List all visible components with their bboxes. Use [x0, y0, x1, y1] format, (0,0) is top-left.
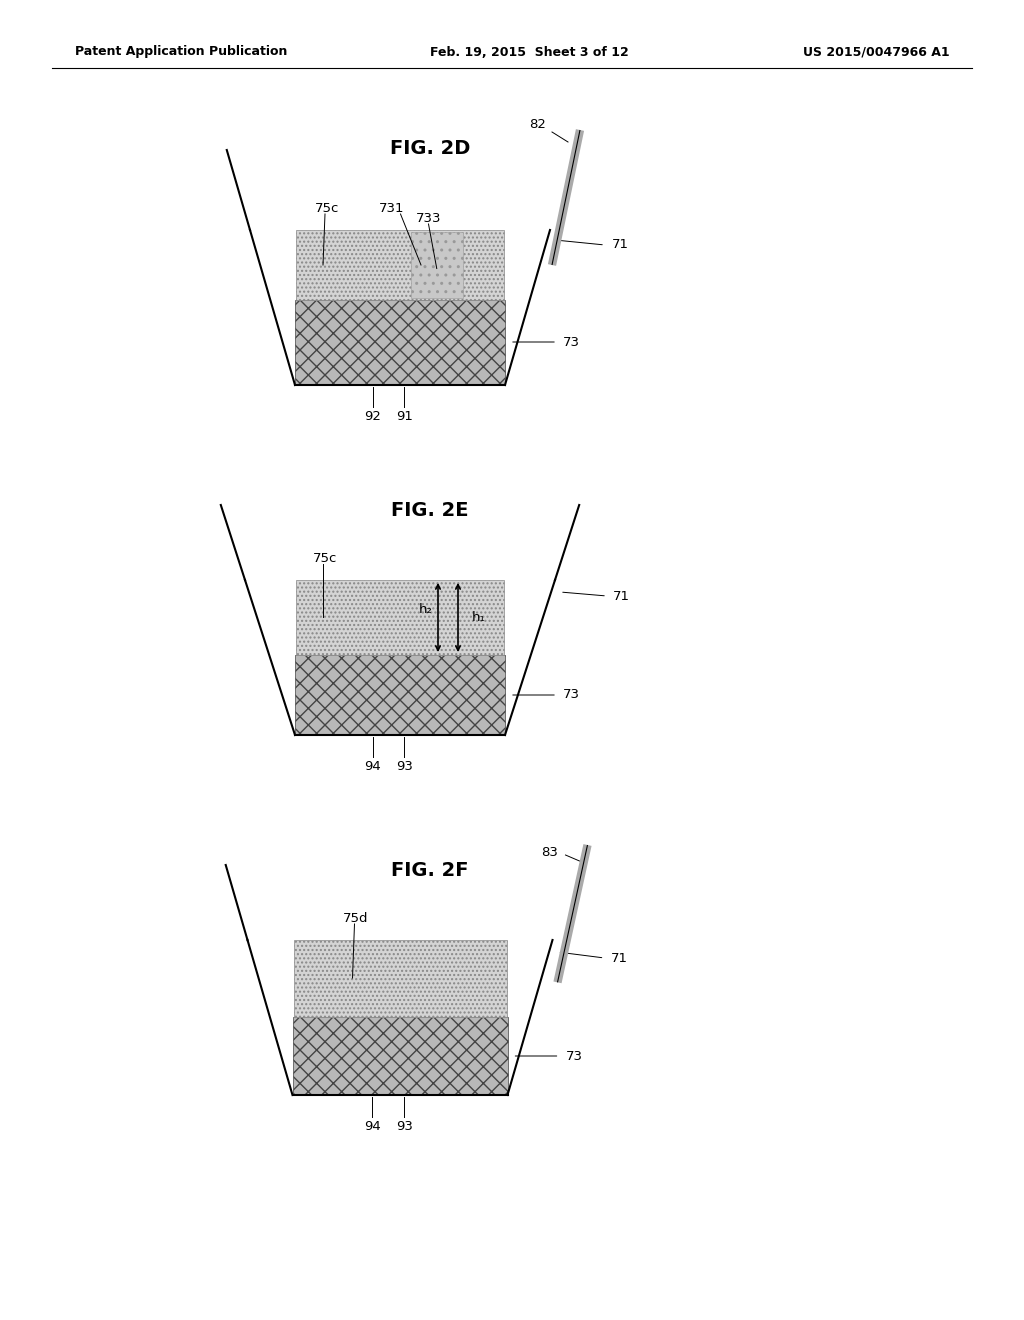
Text: 91: 91 [395, 411, 413, 424]
Text: 71: 71 [612, 239, 629, 252]
Text: 83: 83 [541, 846, 558, 859]
Text: 93: 93 [395, 760, 413, 774]
Text: h₁: h₁ [472, 611, 485, 624]
Text: 731: 731 [379, 202, 404, 214]
Text: FIG. 2F: FIG. 2F [391, 861, 469, 879]
Text: 93: 93 [396, 1121, 413, 1134]
Text: Patent Application Publication: Patent Application Publication [75, 45, 288, 58]
Bar [295, 300, 505, 385]
Bar [411, 232, 463, 298]
Text: 733: 733 [416, 211, 441, 224]
Text: FIG. 2E: FIG. 2E [391, 500, 469, 520]
Text: 75c: 75c [313, 552, 337, 565]
Bar [296, 230, 504, 300]
Text: 73: 73 [565, 1049, 583, 1063]
Text: 94: 94 [364, 1121, 381, 1134]
Text: 73: 73 [563, 689, 580, 701]
Text: h₂: h₂ [419, 603, 433, 616]
Bar [295, 655, 505, 735]
Text: FIG. 2D: FIG. 2D [390, 139, 470, 157]
Text: 73: 73 [563, 335, 580, 348]
Text: 71: 71 [610, 952, 628, 965]
Text: 75c: 75c [315, 202, 339, 214]
Text: 71: 71 [613, 590, 630, 602]
Bar [294, 940, 507, 1016]
Text: US 2015/0047966 A1: US 2015/0047966 A1 [804, 45, 950, 58]
Text: 75d: 75d [342, 912, 368, 924]
Text: 92: 92 [365, 411, 381, 424]
Text: 82: 82 [529, 119, 547, 132]
Text: Feb. 19, 2015  Sheet 3 of 12: Feb. 19, 2015 Sheet 3 of 12 [430, 45, 629, 58]
Bar [293, 1016, 508, 1096]
Bar [296, 579, 504, 655]
Text: 94: 94 [365, 760, 381, 774]
